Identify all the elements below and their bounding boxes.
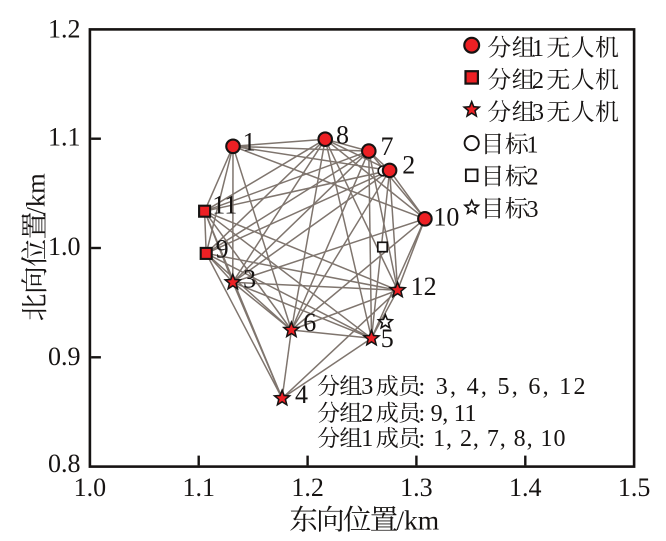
svg-text:1.3: 1.3	[400, 473, 433, 502]
svg-text:9: 9	[216, 235, 229, 264]
svg-text:2: 2	[527, 165, 539, 191]
svg-text:7: 7	[381, 132, 394, 161]
svg-text:: 9, 11: : 9, 11	[419, 401, 477, 427]
svg-text:1: 1	[243, 127, 256, 156]
svg-text:1.2: 1.2	[48, 14, 81, 43]
svg-text:1.4: 1.4	[509, 473, 542, 502]
svg-text:12: 12	[411, 272, 437, 301]
svg-text:10: 10	[433, 202, 459, 231]
svg-text:1: 1	[361, 426, 373, 452]
svg-text:0.9: 0.9	[48, 342, 81, 371]
svg-text:1.5: 1.5	[618, 473, 651, 502]
svg-text:2: 2	[402, 150, 415, 179]
svg-text:0.8: 0.8	[48, 449, 81, 478]
svg-text:1.2: 1.2	[291, 473, 324, 502]
svg-text:/km: /km	[20, 173, 50, 215]
svg-text:1.1: 1.1	[48, 122, 81, 151]
svg-text:4: 4	[295, 380, 308, 409]
svg-text:2: 2	[361, 401, 373, 427]
svg-text:3: 3	[532, 100, 544, 126]
svg-text:1.1: 1.1	[182, 473, 215, 502]
svg-text:: 1, 2, 7, 8, 10: : 1, 2, 7, 8, 10	[419, 426, 566, 452]
svg-text:6: 6	[303, 308, 316, 337]
svg-text:1: 1	[527, 132, 539, 158]
svg-text:1.0: 1.0	[74, 473, 107, 502]
svg-text:5: 5	[381, 324, 394, 353]
svg-text:: 3, 4, 5, 6, 12: : 3, 4, 5, 6, 12	[419, 374, 586, 400]
svg-text:3: 3	[243, 265, 256, 294]
svg-text:11: 11	[212, 191, 237, 220]
svg-text:3: 3	[361, 374, 373, 400]
svg-text:1.0: 1.0	[48, 232, 81, 261]
svg-text:1: 1	[532, 36, 544, 62]
svg-text:8: 8	[336, 121, 349, 150]
svg-text:2: 2	[532, 68, 544, 94]
svg-text:/km: /km	[396, 505, 439, 536]
svg-text:3: 3	[527, 197, 539, 223]
